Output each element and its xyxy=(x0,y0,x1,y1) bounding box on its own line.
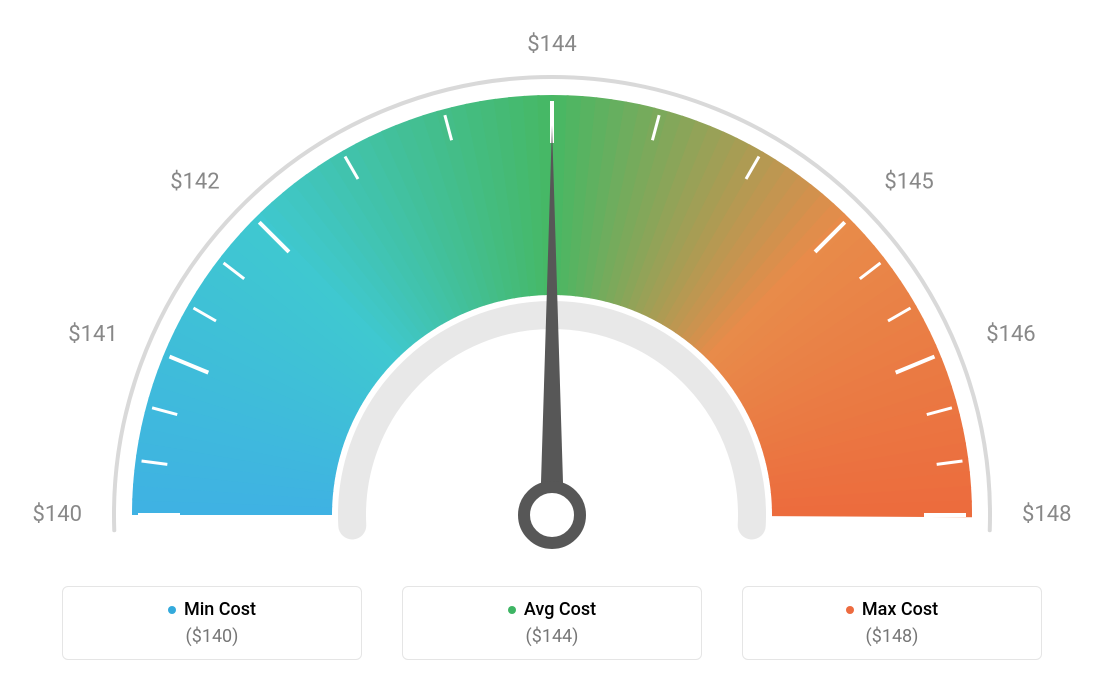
legend-label-min: Min Cost xyxy=(184,599,256,620)
svg-text:$144: $144 xyxy=(527,32,576,57)
legend-row: Min Cost ($140) Avg Cost ($144) Max Cost… xyxy=(0,586,1104,660)
legend-value-avg: ($144) xyxy=(526,626,579,647)
legend-label-avg: Avg Cost xyxy=(524,599,596,620)
legend-label-max: Max Cost xyxy=(862,599,938,620)
legend-title-max: Max Cost xyxy=(846,599,938,620)
dot-icon xyxy=(508,606,516,614)
dot-icon xyxy=(846,606,854,614)
chart-container: $140 $141 $142 $144 $145 $146 $148 Min Cost ($… xyxy=(0,0,1104,690)
gauge-svg: $140 $141 $142 $144 $145 $146 $148 xyxy=(0,15,1104,575)
dot-icon xyxy=(168,606,176,614)
legend-value-max: ($148) xyxy=(866,626,919,647)
gauge-chart: $140 $141 $142 $144 $145 $146 $148 xyxy=(0,15,1104,575)
legend-card-min: Min Cost ($140) xyxy=(62,586,362,660)
svg-text:$148: $148 xyxy=(1022,502,1071,527)
legend-value-min: ($140) xyxy=(186,626,239,647)
svg-text:$140: $140 xyxy=(33,502,82,527)
svg-text:$146: $146 xyxy=(986,322,1035,347)
legend-card-avg: Avg Cost ($144) xyxy=(402,586,702,660)
legend-title-min: Min Cost xyxy=(168,599,256,620)
legend-card-max: Max Cost ($148) xyxy=(742,586,1042,660)
legend-title-avg: Avg Cost xyxy=(508,599,596,620)
svg-text:$145: $145 xyxy=(884,169,933,194)
svg-text:$142: $142 xyxy=(170,169,219,194)
svg-text:$141: $141 xyxy=(68,322,117,347)
